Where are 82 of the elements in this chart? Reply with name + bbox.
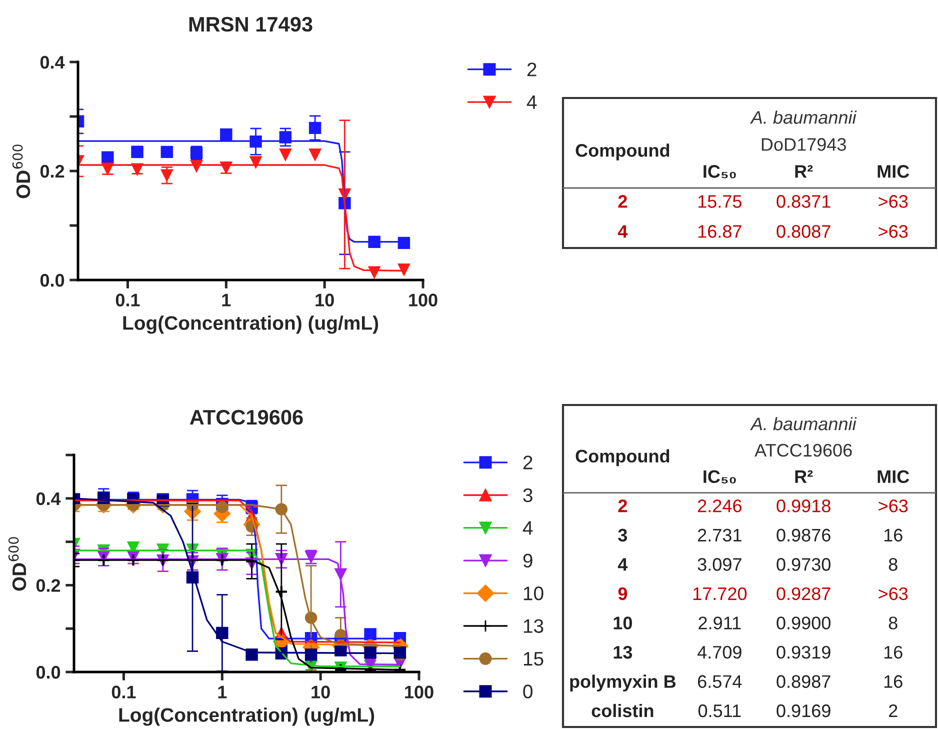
legend-label: 2 — [523, 456, 532, 470]
x-axis-title: Log(Concentration) (ug/mL) — [123, 316, 378, 334]
x-tick-label: 1 — [222, 294, 231, 306]
category-label: 4 — [618, 558, 628, 571]
text: 6.574 — [698, 675, 742, 688]
category-label: 13 — [614, 646, 632, 659]
category-label: MIC — [878, 470, 910, 484]
text: 0.9918 — [776, 500, 830, 512]
y-axis-title: OD$^{600}$ — [8, 537, 26, 591]
text: 2.246 — [698, 500, 742, 512]
text: 16.87 — [698, 225, 742, 238]
text: >63 — [878, 587, 908, 600]
category-label: colistin — [592, 704, 654, 718]
legend-label: 4 — [526, 95, 537, 109]
legend-label: 9 — [523, 554, 532, 568]
y-tick-label: 0.4 — [36, 492, 61, 506]
category-label: MIC — [878, 165, 910, 178]
chart-title: MRSN 17493 — [189, 16, 312, 32]
text: A. baumannii — [750, 417, 857, 430]
x-tick-label: 100 — [409, 294, 438, 306]
text: >63 — [878, 225, 908, 238]
text: DoD17943 — [762, 138, 846, 151]
x-tick-label: 10 — [312, 686, 330, 698]
text: 0.8087 — [776, 225, 830, 238]
chart-title: ATCC19606 — [190, 410, 303, 425]
text: 16 — [884, 675, 902, 688]
y-tick-label: 0.2 — [36, 579, 60, 592]
x-tick-label: 10 — [316, 294, 334, 306]
legend-label: 2 — [527, 62, 536, 76]
text: 0.9287 — [776, 587, 830, 600]
x-tick-label: 1 — [218, 686, 227, 698]
text: 0.9730 — [776, 558, 830, 571]
category-label: IC₅₀ — [704, 165, 736, 178]
text: 4.709 — [697, 646, 742, 659]
category-label: 4 — [618, 225, 628, 238]
text: 0.511 — [698, 704, 741, 718]
y-tick-label: 0.4 — [40, 56, 65, 69]
y-tick-label: 0.0 — [40, 274, 64, 287]
legend-label: 4 — [522, 521, 533, 535]
text: Compound — [576, 449, 670, 466]
x-axis-title: Log(Concentration) (ug/mL) — [119, 708, 374, 726]
y-tick-label: 0.0 — [36, 666, 60, 679]
y-tick-label: 0.2 — [40, 164, 64, 178]
legend-label: 0 — [523, 684, 532, 698]
text: 3.097 — [698, 558, 742, 571]
category-label: polymyxin B — [570, 674, 676, 692]
category-label: 9 — [618, 587, 628, 600]
text: 2 — [888, 704, 898, 718]
text: 0.9900 — [776, 616, 830, 630]
text: 15.75 — [698, 195, 742, 208]
text: 0.8987 — [776, 675, 830, 688]
category-label: R² — [795, 165, 813, 178]
text: 0.9169 — [776, 704, 830, 718]
legend-label: 15 — [524, 652, 544, 666]
x-tick-label: 100 — [405, 686, 434, 698]
text: 10 — [614, 616, 632, 630]
text: >63 — [878, 500, 908, 512]
text: 8 — [888, 616, 898, 630]
text: 16 — [884, 528, 902, 542]
legend-label: 13 — [524, 619, 544, 633]
text: 8 — [888, 558, 898, 571]
legend-label: 10 — [524, 586, 544, 600]
text: 16 — [884, 646, 902, 659]
text: 2.731 — [698, 528, 742, 542]
category-label: 3 — [618, 528, 628, 542]
x-tick-label: 0.1 — [116, 294, 140, 306]
text: 2.911 — [698, 616, 741, 630]
text: Compound — [576, 144, 670, 160]
legend-label: 3 — [523, 488, 532, 502]
text: 0.9319 — [776, 646, 830, 659]
category-label: R² — [795, 470, 813, 483]
category-label: IC₅₀ — [704, 470, 736, 484]
text: 17.720 — [693, 587, 747, 600]
text: A. baumannii — [750, 110, 857, 124]
text: ATCC19606 — [754, 444, 852, 457]
category-label: 2 — [618, 500, 627, 512]
text: >63 — [878, 195, 908, 208]
text: 0.9876 — [776, 528, 830, 542]
category-label: 2 — [618, 195, 627, 208]
x-tick-label: 0.1 — [112, 686, 136, 698]
text: 0.8371 — [776, 195, 830, 208]
y-axis-title: OD$^{600}$ — [12, 144, 30, 198]
